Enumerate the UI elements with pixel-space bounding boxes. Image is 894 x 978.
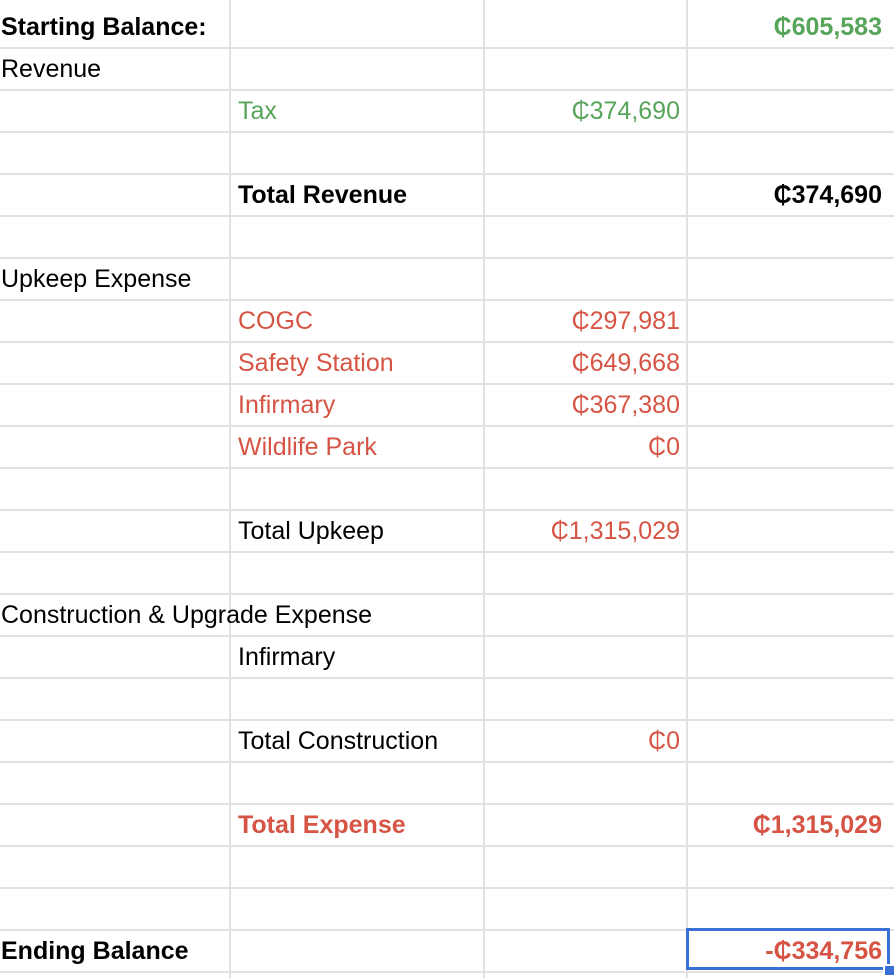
amount-cell[interactable]: ₵0 — [648, 727, 680, 755]
label-cell[interactable]: Revenue — [1, 55, 102, 83]
column-divider — [483, 0, 485, 978]
table-row — [0, 133, 894, 175]
table-row: Construction & Upgrade Expense — [0, 595, 894, 637]
total-cell[interactable]: ₵374,690 — [773, 181, 882, 209]
table-row — [0, 889, 894, 931]
table-row: Safety Station ₵649,668 — [0, 343, 894, 385]
selected-cell-outline — [686, 928, 890, 970]
column-divider — [686, 0, 688, 978]
table-row — [0, 217, 894, 259]
total-cell[interactable]: -₵334,756 — [765, 937, 882, 965]
label-cell[interactable]: Upkeep Expense — [1, 265, 192, 293]
amount-cell[interactable]: ₵374,690 — [571, 97, 680, 125]
amount-cell[interactable]: ₵367,380 — [571, 391, 680, 419]
table-row: Tax ₵374,690 — [0, 91, 894, 133]
table-row — [0, 847, 894, 889]
label-cell[interactable]: Ending Balance — [1, 937, 189, 965]
item-cell[interactable]: Total Revenue — [238, 181, 408, 209]
item-cell[interactable]: Total Upkeep — [238, 517, 384, 545]
table-row — [0, 679, 894, 721]
table-row: Total Revenue ₵374,690 — [0, 175, 894, 217]
item-cell[interactable]: COGC — [238, 307, 313, 335]
item-cell[interactable]: Infirmary — [238, 643, 336, 671]
item-cell[interactable]: Wildlife Park — [238, 433, 377, 461]
item-cell[interactable]: Total Construction — [238, 727, 439, 755]
table-row: Total Construction ₵0 — [0, 721, 894, 763]
fill-handle[interactable] — [883, 964, 894, 977]
table-row: Total Upkeep ₵1,315,029 — [0, 511, 894, 553]
table-row — [0, 553, 894, 595]
amount-cell[interactable]: ₵1,315,029 — [550, 517, 680, 545]
table-row: Infirmary ₵367,380 — [0, 385, 894, 427]
amount-cell[interactable]: ₵297,981 — [571, 307, 680, 335]
table-row: COGC ₵297,981 — [0, 301, 894, 343]
table-row: Starting Balance: ₵605,583 — [0, 7, 894, 49]
table-row: Upkeep Expense — [0, 259, 894, 301]
column-divider — [229, 0, 231, 978]
table-row — [0, 763, 894, 805]
item-cell[interactable]: Tax — [238, 97, 277, 125]
table-row: Total Expense ₵1,315,029 — [0, 805, 894, 847]
table-row — [0, 469, 894, 511]
total-cell[interactable]: ₵1,315,029 — [752, 811, 882, 839]
amount-cell[interactable]: ₵649,668 — [571, 349, 680, 377]
table-row: Wildlife Park ₵0 — [0, 427, 894, 469]
label-cell[interactable]: Starting Balance: — [1, 13, 207, 41]
item-cell[interactable]: Total Expense — [238, 811, 406, 839]
total-cell[interactable]: ₵605,583 — [773, 13, 882, 41]
item-cell[interactable]: Safety Station — [238, 349, 394, 377]
amount-cell[interactable]: ₵0 — [648, 433, 680, 461]
label-cell[interactable]: Construction & Upgrade Expense — [1, 601, 373, 629]
item-cell[interactable]: Infirmary — [238, 391, 336, 419]
table-row: Ending Balance -₵334,756 — [0, 931, 894, 973]
table-row: Revenue — [0, 49, 894, 91]
table-row: Infirmary — [0, 637, 894, 679]
